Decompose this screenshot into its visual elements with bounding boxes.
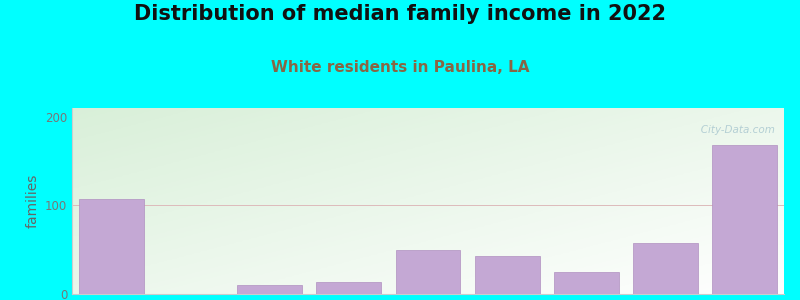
Bar: [79, 199, 144, 294]
Bar: [238, 285, 302, 294]
Bar: [317, 283, 382, 294]
Y-axis label: families: families: [26, 174, 39, 228]
Bar: [633, 243, 698, 294]
Text: White residents in Paulina, LA: White residents in Paulina, LA: [270, 60, 530, 75]
Text: City-Data.com: City-Data.com: [691, 125, 775, 135]
Bar: [395, 250, 461, 294]
Bar: [554, 272, 618, 294]
Text: Distribution of median family income in 2022: Distribution of median family income in …: [134, 4, 666, 25]
Bar: [712, 145, 777, 294]
Bar: [474, 256, 539, 294]
